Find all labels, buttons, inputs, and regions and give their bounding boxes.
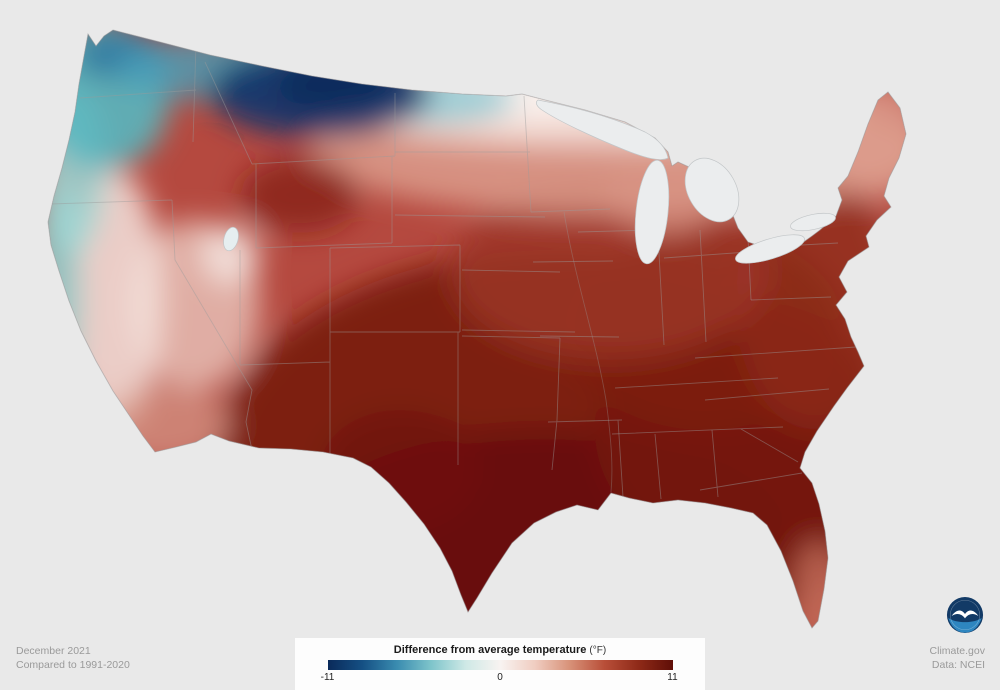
colorbar-title: Difference from average temperature (°F) xyxy=(300,644,700,656)
colorbar-ticks: -11 0 11 xyxy=(321,672,678,685)
lake-superior xyxy=(536,99,669,160)
great-salt-lake xyxy=(223,226,239,252)
colorbar-unit: (°F) xyxy=(589,645,607,656)
noaa-logo-ring xyxy=(949,599,981,631)
noaa-logo xyxy=(946,596,984,634)
noaa-seagull-icon xyxy=(951,610,979,619)
colorbar-gradient xyxy=(327,660,673,670)
lake-erie xyxy=(735,234,805,264)
great-lakes xyxy=(223,99,836,265)
lake-michigan xyxy=(634,159,670,265)
colorbar-tick-max: 11 xyxy=(667,672,678,683)
credits: Climate.gov Data: NCEI xyxy=(930,644,985,672)
state-borders xyxy=(49,43,857,500)
colorbar-tick-mid: 0 xyxy=(497,672,503,683)
period-label: December 2021 xyxy=(16,644,91,657)
colorbar: Difference from average temperature (°F)… xyxy=(300,644,700,685)
baseline-label: Compared to 1991-2020 xyxy=(16,658,130,671)
climate-gov-credit: Climate.gov xyxy=(929,644,985,657)
colorbar-tick-min: -11 xyxy=(320,672,335,683)
map-caption: December 2021 Compared to 1991-2020 xyxy=(16,644,130,672)
noaa-logo-sea xyxy=(948,617,982,633)
data-source-label: Data: NCEI xyxy=(931,658,985,671)
lake-huron xyxy=(684,157,740,223)
colorbar-title-text: Difference from average temperature xyxy=(393,644,587,656)
lake-ontario xyxy=(790,212,836,232)
